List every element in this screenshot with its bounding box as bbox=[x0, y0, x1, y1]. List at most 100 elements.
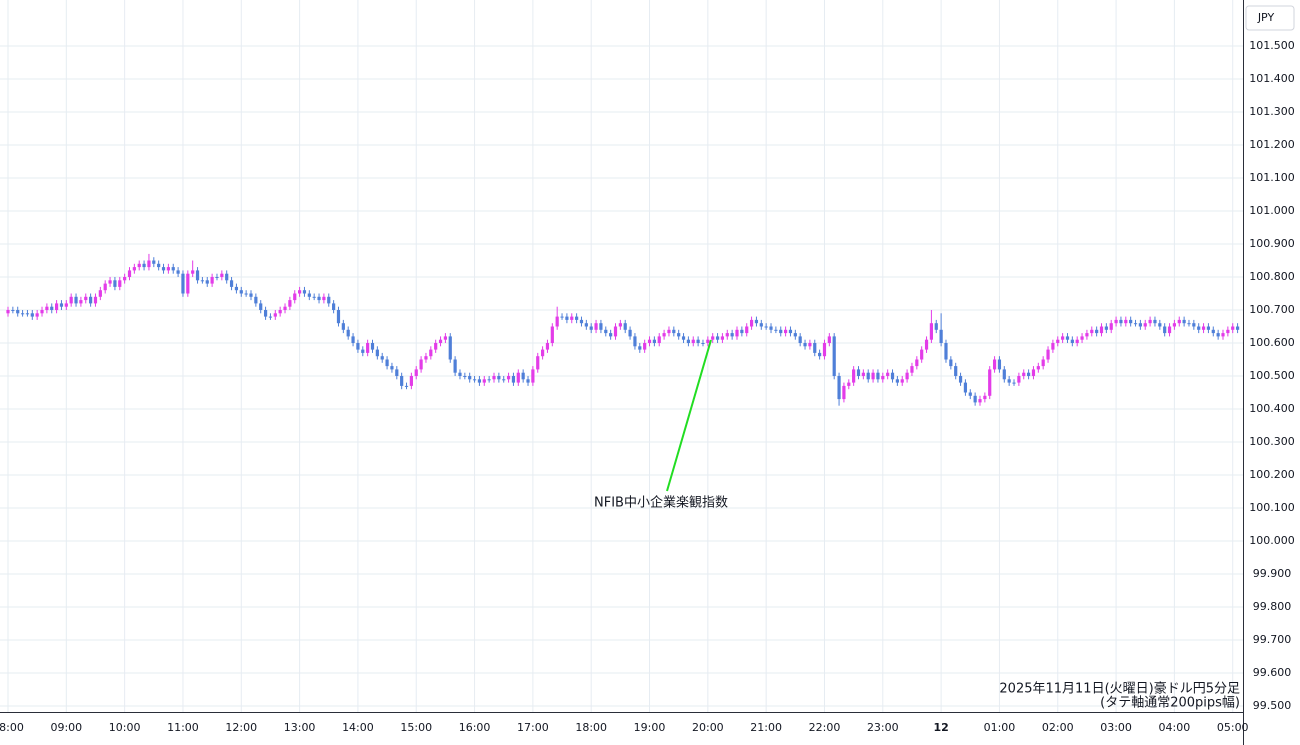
candle-body bbox=[35, 313, 39, 317]
candle-body bbox=[468, 376, 472, 380]
candle-body bbox=[613, 326, 618, 337]
candle-body bbox=[623, 323, 627, 330]
candle-body bbox=[890, 372, 895, 380]
x-tick-label: 04:00 bbox=[1159, 721, 1191, 734]
candle-body bbox=[263, 310, 268, 317]
candle-body bbox=[453, 359, 457, 373]
candle-body bbox=[565, 316, 569, 320]
candle-body bbox=[526, 379, 530, 383]
candle-body bbox=[1211, 329, 1215, 334]
candle-body bbox=[317, 296, 321, 301]
candle-body bbox=[881, 376, 885, 380]
candle-body bbox=[1056, 339, 1060, 343]
grid bbox=[0, 0, 1243, 712]
candle-body bbox=[1153, 319, 1157, 324]
x-tick-label: 12 bbox=[933, 721, 948, 734]
y-tick-label: 100.200 bbox=[1249, 468, 1295, 481]
candle-body bbox=[1197, 326, 1201, 330]
x-tick-label: 12:00 bbox=[225, 721, 257, 734]
candle-body bbox=[472, 379, 477, 381]
candle-body bbox=[711, 336, 715, 340]
candle-body bbox=[963, 382, 968, 393]
candle-body bbox=[89, 296, 93, 304]
candle-body bbox=[171, 267, 175, 271]
candle-body bbox=[691, 339, 695, 343]
candle-body bbox=[492, 376, 496, 380]
candle-body bbox=[93, 296, 98, 304]
candle-body bbox=[677, 333, 681, 337]
candle-body bbox=[419, 359, 423, 370]
x-tick-label: 11:00 bbox=[167, 721, 199, 734]
candle-body bbox=[900, 379, 904, 383]
candle-body bbox=[924, 339, 929, 350]
candle-body bbox=[191, 270, 195, 274]
candle-body bbox=[604, 329, 608, 334]
annotation-line bbox=[666, 339, 712, 492]
candle-body bbox=[837, 376, 841, 400]
candle-body bbox=[312, 296, 316, 298]
candle-body bbox=[414, 369, 418, 376]
candle-body bbox=[293, 293, 297, 301]
candle-body bbox=[749, 319, 754, 327]
candle-body bbox=[327, 296, 331, 304]
x-tick-label: 10:00 bbox=[109, 721, 141, 734]
candle-body bbox=[1216, 333, 1220, 337]
y-tick-label: 100.000 bbox=[1249, 534, 1295, 547]
candle-body bbox=[798, 336, 802, 343]
candle-body bbox=[1235, 326, 1240, 330]
candle-body bbox=[181, 273, 185, 294]
x-tick-label: 17:00 bbox=[517, 721, 549, 734]
candle-body bbox=[667, 329, 671, 334]
x-tick-label: 01:00 bbox=[984, 721, 1016, 734]
x-tick-label: 14:00 bbox=[342, 721, 374, 734]
candle-body bbox=[992, 359, 997, 370]
candle-body bbox=[735, 329, 739, 337]
y-tick-label: 101.500 bbox=[1249, 39, 1295, 52]
candle-body bbox=[1148, 319, 1152, 324]
candle-body bbox=[404, 385, 409, 387]
candle-body bbox=[647, 339, 652, 343]
candle-body bbox=[1201, 326, 1206, 330]
x-tick-label: 13:00 bbox=[284, 721, 316, 734]
candle-body bbox=[502, 379, 506, 381]
x-tick-label: 15:00 bbox=[400, 721, 432, 734]
candle-body bbox=[531, 369, 535, 383]
candle-body bbox=[307, 293, 311, 297]
x-tick-label: 23:00 bbox=[867, 721, 899, 734]
candle-body bbox=[720, 336, 725, 340]
candles bbox=[6, 253, 1240, 406]
candle-body bbox=[268, 316, 273, 318]
candle-body bbox=[200, 280, 204, 282]
candle-body bbox=[1046, 349, 1050, 360]
candle-body bbox=[978, 399, 982, 403]
candle-body bbox=[152, 260, 156, 264]
candle-body bbox=[856, 369, 861, 376]
candle-body bbox=[1012, 382, 1016, 384]
x-tick-label: 21:00 bbox=[750, 721, 782, 734]
candle-body bbox=[579, 319, 584, 324]
candle-body bbox=[920, 349, 924, 360]
candle-body bbox=[988, 369, 992, 396]
candle-body bbox=[944, 343, 948, 360]
candle-body bbox=[1075, 339, 1079, 343]
candle-body bbox=[356, 343, 360, 350]
candle-body bbox=[511, 376, 516, 383]
candle-body bbox=[186, 273, 190, 294]
candle-body bbox=[808, 343, 812, 347]
candle-body bbox=[288, 300, 292, 307]
candle-body bbox=[1206, 326, 1211, 330]
candle-body bbox=[497, 376, 501, 380]
candle-body bbox=[1163, 326, 1167, 334]
candle-body bbox=[628, 329, 632, 337]
candle-body bbox=[715, 336, 720, 340]
annotation: NFIB中小企業楽観指数 bbox=[594, 495, 728, 511]
candle-body bbox=[1119, 319, 1123, 324]
candle-body bbox=[6, 310, 10, 314]
candle-body bbox=[239, 290, 243, 294]
candle-body bbox=[1031, 369, 1036, 376]
candle-body bbox=[25, 313, 30, 315]
candle-body bbox=[409, 376, 413, 386]
candle-body bbox=[822, 343, 827, 357]
x-tick-label: 03:00 bbox=[1100, 721, 1132, 734]
candle-body bbox=[852, 369, 856, 383]
